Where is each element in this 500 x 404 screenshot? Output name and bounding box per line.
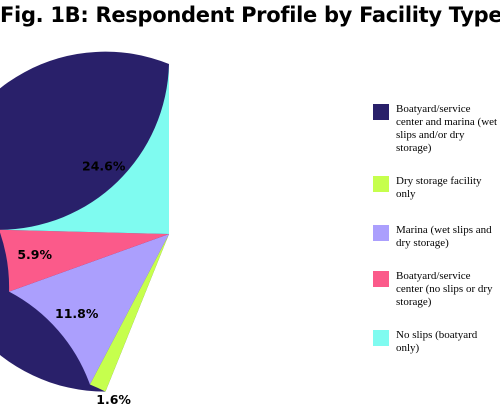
legend-swatch	[373, 104, 389, 120]
legend-label: No slips (boatyard only)	[396, 329, 478, 354]
pie-slice-labels: 56.1% 1.6% 11.8% 5.9% 24.6%	[17, 159, 274, 404]
legend-label: Boatyard/service center (no slips or dry…	[396, 270, 493, 308]
slice-boatyard-no-slips	[0, 229, 169, 292]
slice-value-label: 56.1%	[231, 242, 275, 257]
slice-value-label: 24.6%	[82, 159, 126, 174]
legend-label: Marina (wet slips and dry storage)	[396, 224, 492, 249]
slice-value-label: 1.6%	[96, 392, 131, 404]
legend-swatch	[373, 225, 389, 241]
legend-swatch	[373, 176, 389, 192]
slice-no-slips	[0, 64, 169, 234]
pie-slices	[0, 51, 169, 392]
legend-swatch	[373, 271, 389, 287]
slice-value-label: 11.8%	[55, 306, 99, 321]
legend-label: Dry storage facility only	[396, 175, 482, 200]
legend-swatch	[373, 330, 389, 346]
chart-title: Fig. 1B: Respondent Profile by Facility …	[0, 3, 500, 27]
legend-label: Boatyard/service center and marina (wet …	[396, 103, 498, 154]
slice-dry-storage	[89, 234, 169, 392]
slice-marina	[9, 234, 169, 385]
slice-value-label: 5.9%	[17, 247, 52, 262]
